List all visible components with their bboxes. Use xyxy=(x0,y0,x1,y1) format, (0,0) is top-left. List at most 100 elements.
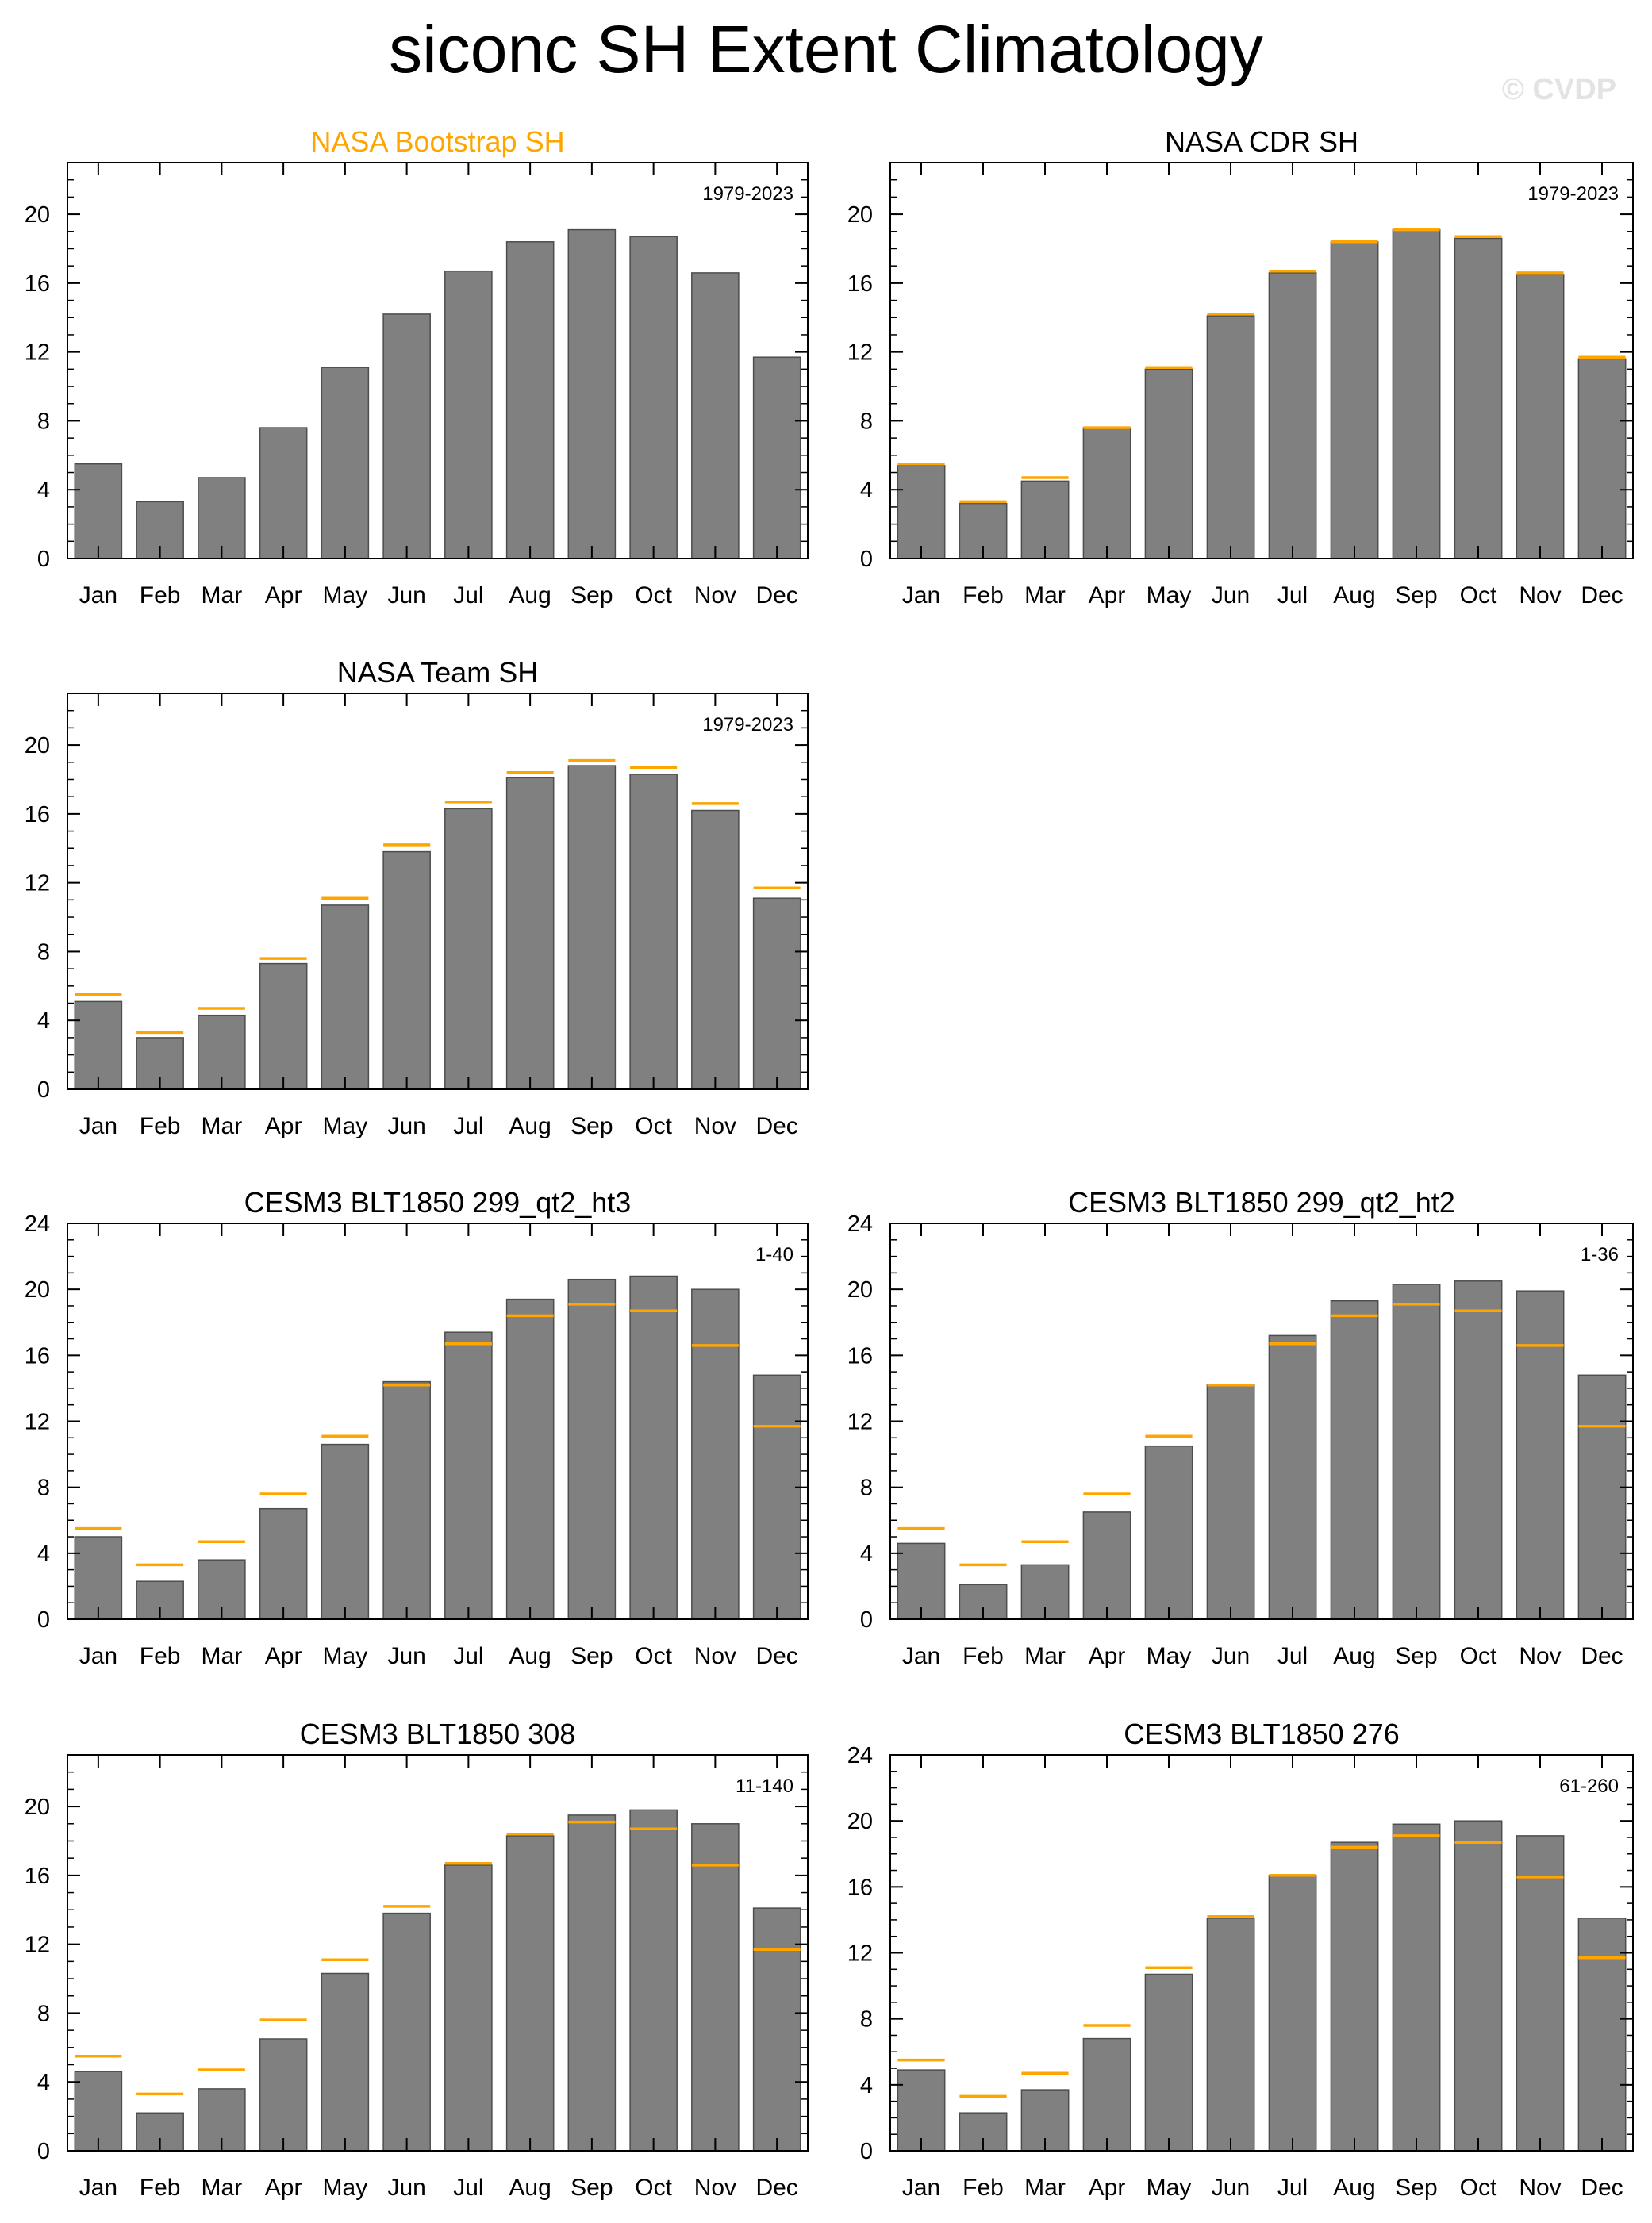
watermark: © CVDP xyxy=(1501,73,1616,106)
y-tick-label: 4 xyxy=(860,478,873,503)
x-tick-label-may: May xyxy=(1147,2175,1192,2201)
y-tick-label: 16 xyxy=(847,1343,873,1369)
y-tick-label: 16 xyxy=(25,271,50,297)
x-tick-label-nov: Nov xyxy=(1519,582,1561,609)
plot-frame xyxy=(67,693,809,1090)
bar-apr xyxy=(1082,427,1131,559)
bar-oct xyxy=(1454,1280,1503,1620)
x-tick-label-dec: Dec xyxy=(1581,582,1623,609)
x-tick-label-nov: Nov xyxy=(694,2175,736,2201)
x-tick-label-sep: Sep xyxy=(571,582,613,609)
x-tick-label-jun: Jun xyxy=(1212,2175,1250,2201)
bar-nov xyxy=(1516,1290,1565,1620)
bar-jan xyxy=(897,2069,946,2152)
bar-oct xyxy=(629,1809,678,2152)
y-tick-label: 16 xyxy=(25,802,50,827)
y-tick-label: 4 xyxy=(37,478,50,503)
bar-may xyxy=(321,1972,370,2152)
bar-jul xyxy=(444,1864,493,2152)
y-tick-label: 16 xyxy=(847,271,873,297)
y-tick-label: 12 xyxy=(25,1410,50,1435)
bar-aug xyxy=(505,1298,555,1620)
bar-sep xyxy=(567,1278,617,1620)
x-tick-label-nov: Nov xyxy=(1519,1643,1561,1669)
x-tick-label-may: May xyxy=(323,2175,368,2201)
y-tick-label: 4 xyxy=(860,2073,873,2098)
x-tick-label-jan: Jan xyxy=(902,1643,940,1669)
bar-may xyxy=(321,1443,370,1620)
bar-jan xyxy=(74,1000,123,1090)
y-tick-label: 8 xyxy=(37,1476,50,1501)
x-tick-label-sep: Sep xyxy=(571,1643,613,1669)
y-tick-label: 12 xyxy=(25,1933,50,1958)
bar-dec xyxy=(752,1374,801,1620)
x-tick-label-aug: Aug xyxy=(509,582,551,609)
y-tick-label: 8 xyxy=(37,2001,50,2026)
x-tick-label-sep: Sep xyxy=(571,1113,613,1139)
panel-title: CESM3 BLT1850 299_qt2_ht3 xyxy=(244,1186,632,1219)
bar-feb xyxy=(959,502,1008,559)
x-tick-label-oct: Oct xyxy=(1460,1643,1497,1669)
x-tick-label-feb: Feb xyxy=(962,1643,1004,1669)
y-tick-label: 8 xyxy=(37,939,50,965)
bar-dec xyxy=(752,897,801,1090)
x-tick-label-nov: Nov xyxy=(694,582,736,609)
y-tick-label: 20 xyxy=(847,1277,873,1303)
page-title: siconc SH Extent Climatology xyxy=(389,12,1263,86)
y-tick-label: 8 xyxy=(37,409,50,434)
bar-apr xyxy=(259,1507,308,1620)
x-tick-label-sep: Sep xyxy=(1395,582,1437,609)
y-tick-label: 12 xyxy=(25,871,50,896)
bar-aug xyxy=(1330,241,1379,559)
bar-jun xyxy=(1206,1918,1255,2152)
x-tick-label-dec: Dec xyxy=(1581,2175,1623,2201)
panel-title: CESM3 BLT1850 276 xyxy=(1124,1718,1400,1750)
bar-apr xyxy=(1082,2037,1131,2152)
x-tick-label-may: May xyxy=(323,1643,368,1669)
bar-aug xyxy=(505,1835,555,2152)
chart-panel-3: 0 4 8 12 16 20 Jan Feb Mar Apr May Jun Jul Aug Sep Oct N… xyxy=(25,656,809,1139)
panel-title: CESM3 BLT1850 299_qt2_ht2 xyxy=(1068,1186,1455,1219)
x-tick-label-feb: Feb xyxy=(140,582,181,609)
x-tick-label-mar: Mar xyxy=(202,1643,243,1669)
bar-may xyxy=(321,904,370,1090)
x-tick-label-aug: Aug xyxy=(509,1643,551,1669)
x-tick-label-may: May xyxy=(323,582,368,609)
bar-jun xyxy=(382,850,431,1090)
x-tick-label-nov: Nov xyxy=(694,1643,736,1669)
x-tick-label-may: May xyxy=(1147,582,1192,609)
bar-jul xyxy=(444,270,493,559)
y-tick-label: 8 xyxy=(860,2007,873,2033)
bar-aug xyxy=(505,777,555,1090)
y-tick-label: 20 xyxy=(847,1809,873,1834)
bar-jul xyxy=(444,808,493,1090)
bar-jan xyxy=(897,465,946,559)
y-tick-label: 20 xyxy=(25,733,50,758)
x-tick-label-mar: Mar xyxy=(1024,1643,1066,1669)
y-tick-label: 16 xyxy=(25,1864,50,1889)
x-tick-label-dec: Dec xyxy=(755,1113,797,1139)
bar-may xyxy=(321,367,370,559)
x-tick-label-dec: Dec xyxy=(755,582,797,609)
bar-jun xyxy=(1206,1384,1255,1620)
period-label: 1-36 xyxy=(1581,1244,1619,1265)
bar-nov xyxy=(691,1288,740,1620)
period-label: 1979-2023 xyxy=(702,183,793,205)
y-tick-label: 16 xyxy=(847,1875,873,1900)
y-tick-label: 20 xyxy=(847,202,873,228)
bar-aug xyxy=(1330,1841,1379,2152)
y-tick-label: 0 xyxy=(860,547,873,572)
x-tick-label-mar: Mar xyxy=(202,2175,243,2201)
chart-panel-5: 0 4 8 12 16 20 24 Jan Feb Mar Apr May Jun Jul Aug Sep Oc… xyxy=(847,1186,1634,1669)
x-tick-label-apr: Apr xyxy=(1089,1643,1126,1669)
x-tick-label-jan: Jan xyxy=(79,582,117,609)
x-tick-label-jul: Jul xyxy=(1277,1643,1308,1669)
x-tick-label-oct: Oct xyxy=(1460,582,1497,609)
bar-jul xyxy=(1268,1334,1317,1620)
bar-apr xyxy=(259,962,308,1090)
x-tick-label-oct: Oct xyxy=(1460,2175,1497,2201)
bar-dec xyxy=(752,1907,801,2152)
bar-jun xyxy=(382,1380,431,1620)
x-tick-label-aug: Aug xyxy=(1333,582,1375,609)
